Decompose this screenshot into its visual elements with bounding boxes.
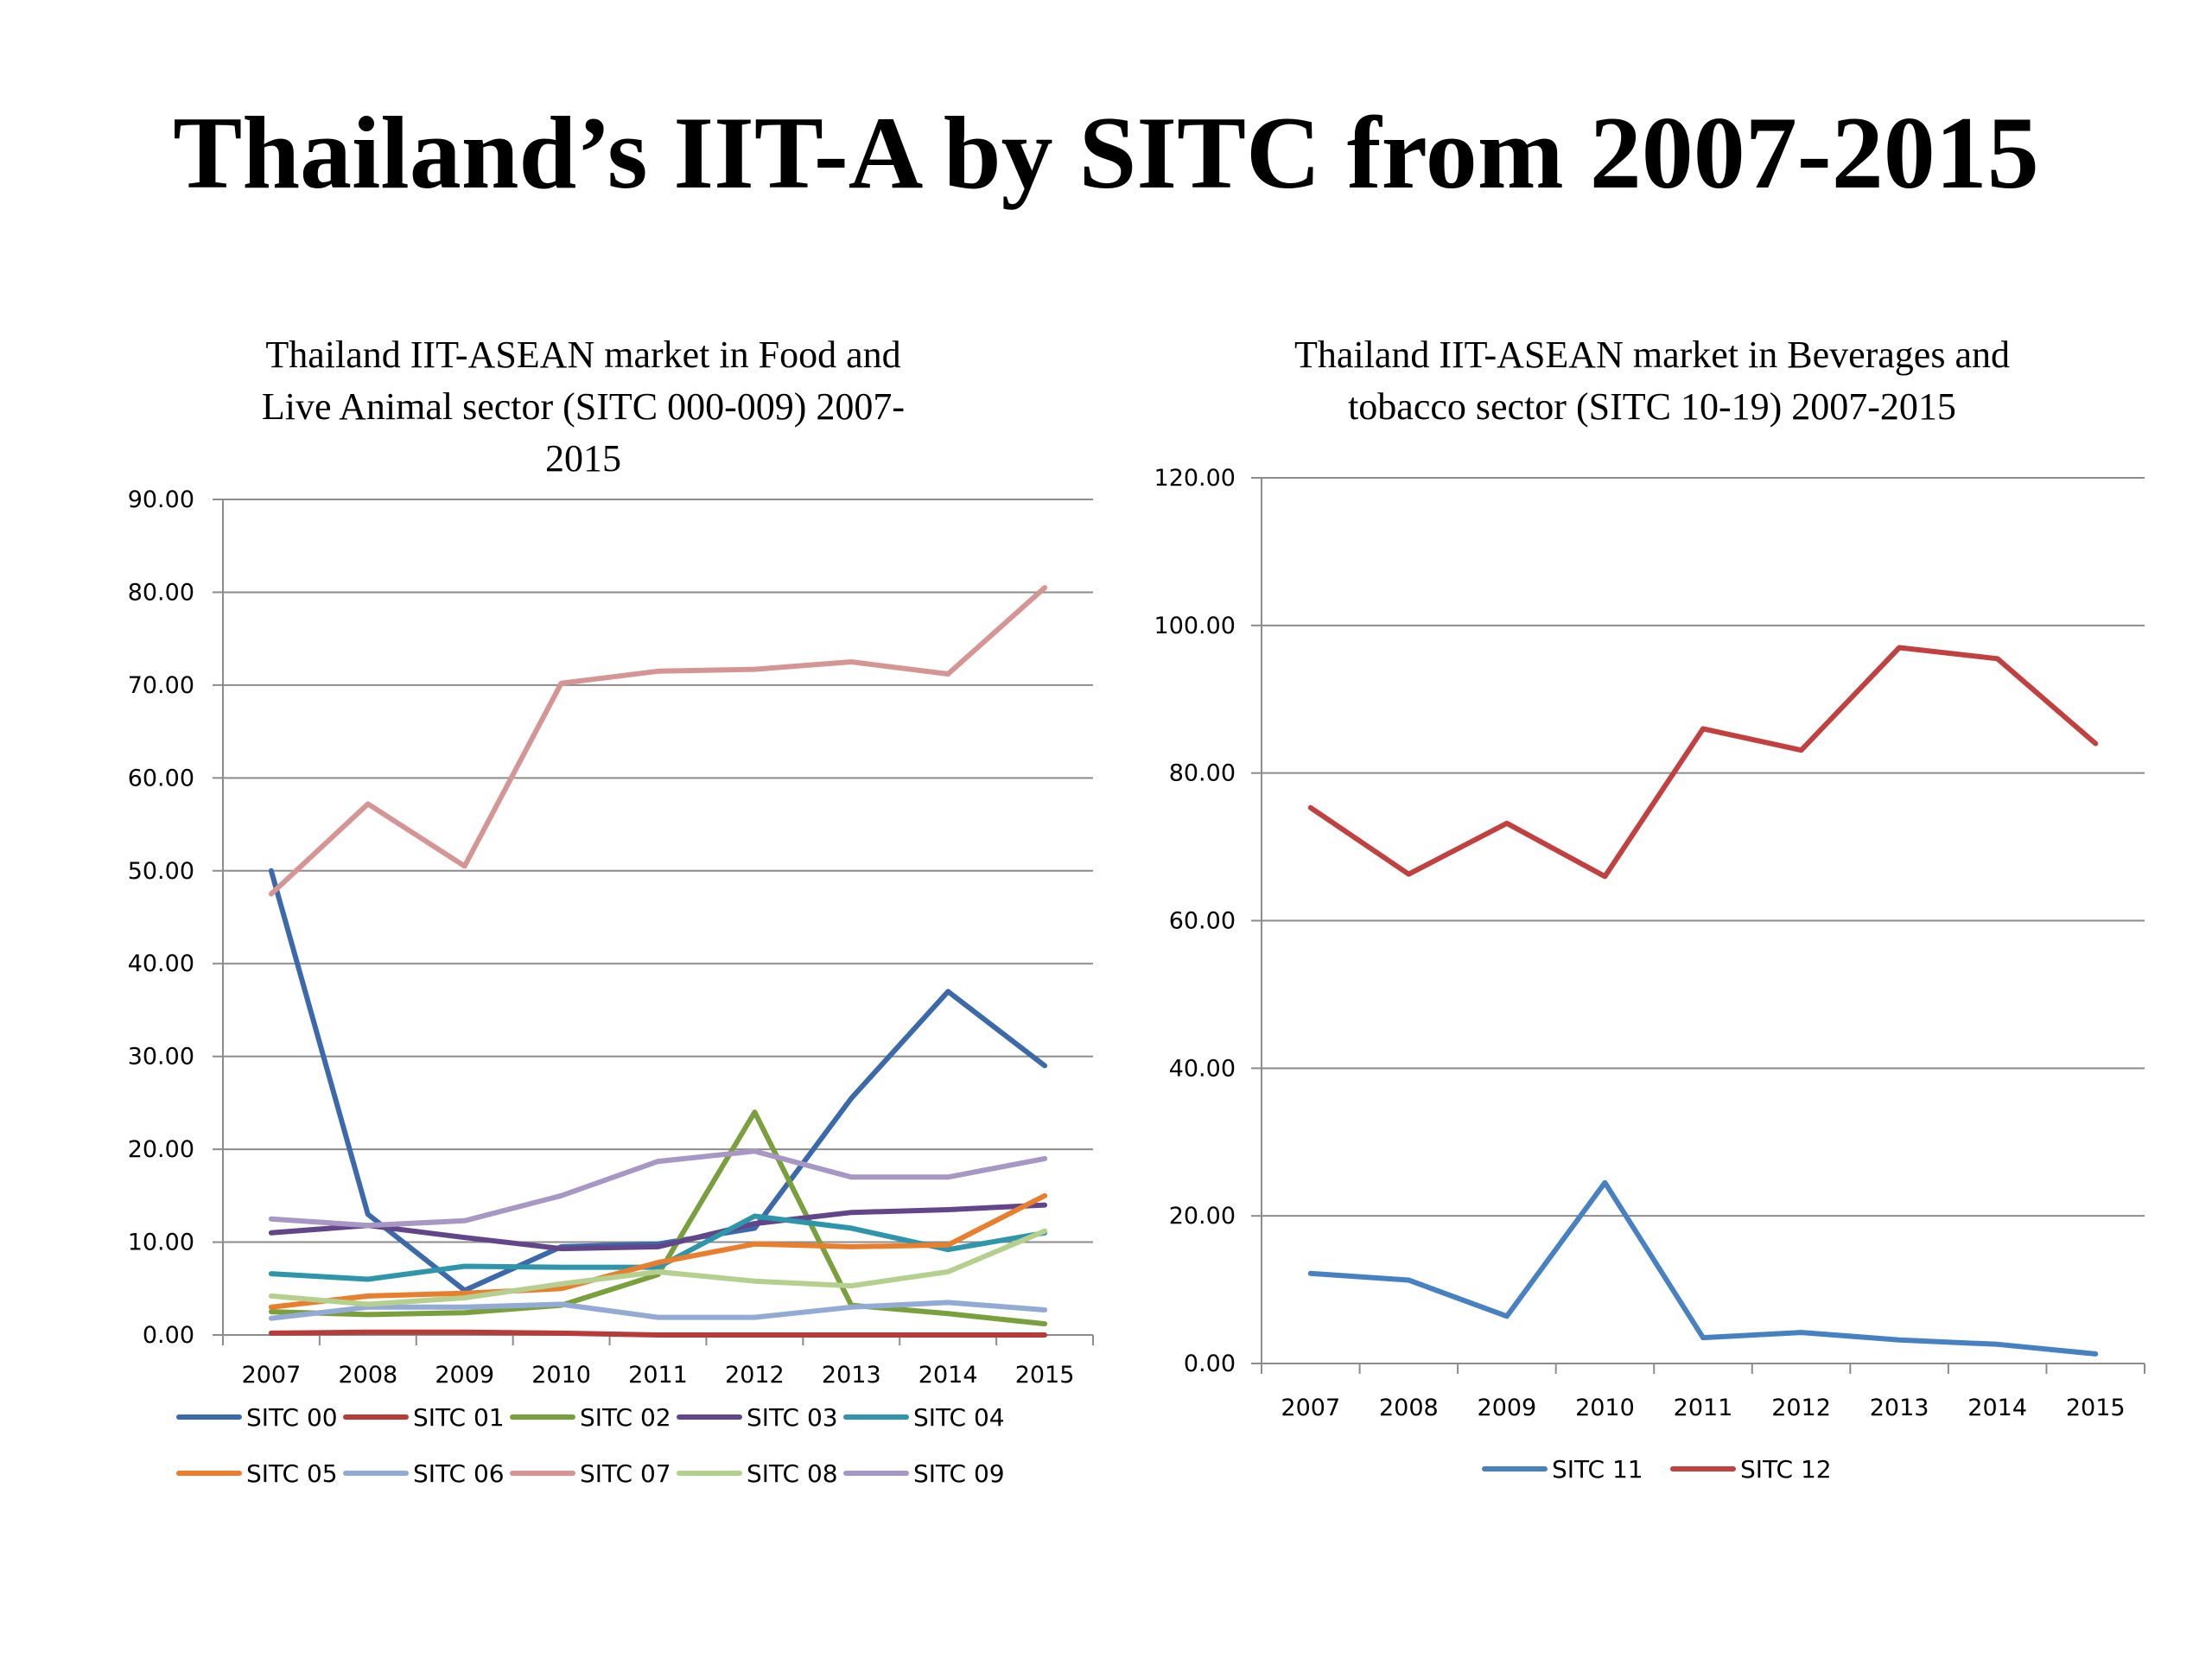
- series-line-sitc-01: [268, 1329, 1048, 1338]
- x-tick-label: 2009: [1478, 1395, 1537, 1421]
- series-line-sitc-07: [268, 585, 1048, 897]
- y-tick-label: 30.00: [128, 1044, 194, 1071]
- x-tick-label: 2008: [338, 1362, 397, 1389]
- x-tick-label: 2012: [725, 1362, 785, 1389]
- x-tick-label: 2015: [1015, 1362, 1075, 1389]
- series-line-sitc-06: [268, 1300, 1048, 1321]
- legend-label: SITC 06: [413, 1459, 505, 1488]
- y-tick-label: 20.00: [128, 1136, 194, 1163]
- legend-label: SITC 11: [1552, 1455, 1643, 1484]
- series-line-sitc-12: [1307, 645, 2099, 880]
- legend-label: SITC 08: [747, 1459, 838, 1488]
- x-tick-label: 2013: [822, 1362, 881, 1389]
- legend-label: SITC 02: [580, 1403, 671, 1432]
- series-line-sitc-11: [1307, 1179, 2099, 1357]
- legend-label: SITC 00: [246, 1403, 338, 1432]
- y-tick-label: 50.00: [128, 858, 194, 885]
- series-line-sitc-04: [268, 1213, 1048, 1282]
- x-tick-label: 2007: [1281, 1395, 1340, 1421]
- chart-title-line: tobacco sector (SITC 10-19) 2007-2015: [1348, 385, 1956, 428]
- chart-title-line: Thailand IIT-ASEAN market in Food and: [265, 334, 900, 376]
- y-tick-label: 60.00: [1169, 908, 1236, 935]
- series-line-sitc-05: [268, 1192, 1048, 1310]
- y-tick-label: 0.00: [1184, 1351, 1236, 1377]
- y-tick-label: 20.00: [1169, 1203, 1236, 1230]
- legend-label: SITC 04: [913, 1403, 1005, 1432]
- x-tick-label: 2009: [435, 1362, 494, 1389]
- beverages-tobacco-chart: Thailand IIT-ASEAN market in Beverages a…: [1154, 334, 2145, 1484]
- series-line-sitc-02: [268, 1109, 1048, 1327]
- y-tick-label: 60.00: [128, 765, 194, 791]
- y-tick-label: 100.00: [1154, 613, 1236, 639]
- x-tick-label: 2011: [628, 1362, 688, 1389]
- series-line-sitc-08: [268, 1228, 1048, 1307]
- legend-label: SITC 12: [1740, 1455, 1832, 1484]
- series-line-sitc-09: [268, 1148, 1048, 1229]
- x-tick-label: 2014: [1967, 1395, 2027, 1421]
- series-line-sitc-00: [268, 868, 1048, 1294]
- x-tick-label: 2010: [531, 1362, 591, 1389]
- chart-title-line: Live Animal sector (SITC 000-009) 2007-: [262, 385, 905, 428]
- y-tick-label: 70.00: [128, 672, 194, 699]
- y-tick-label: 0.00: [143, 1322, 194, 1349]
- y-tick-label: 80.00: [1169, 760, 1236, 787]
- y-tick-label: 80.00: [128, 579, 194, 606]
- x-tick-label: 2012: [1771, 1395, 1831, 1421]
- chart-title-line: 2015: [545, 437, 621, 480]
- chart-title-line: Thailand IIT-ASEAN market in Beverages a…: [1294, 334, 2010, 376]
- legend-label: SITC 03: [747, 1403, 838, 1432]
- legend-label: SITC 09: [913, 1459, 1005, 1488]
- slide-title: Thailand’s IIT-A by SITC from 2007-2015: [173, 95, 2039, 210]
- x-tick-label: 2008: [1379, 1395, 1439, 1421]
- x-tick-label: 2015: [2066, 1395, 2126, 1421]
- x-tick-label: 2010: [1575, 1395, 1635, 1421]
- y-tick-label: 40.00: [1169, 1055, 1236, 1082]
- series-line-sitc-03: [268, 1202, 1048, 1252]
- x-tick-label: 2011: [1674, 1395, 1733, 1421]
- food-live-animal-chart: Thailand IIT-ASEAN market in Food and Liv…: [128, 334, 1094, 1488]
- legend-label: SITC 05: [246, 1459, 338, 1488]
- legend-label: SITC 07: [580, 1459, 671, 1488]
- x-tick-label: 2007: [242, 1362, 302, 1389]
- y-tick-label: 10.00: [128, 1230, 194, 1256]
- x-tick-label: 2014: [918, 1362, 978, 1389]
- x-tick-label: 2013: [1870, 1395, 1929, 1421]
- y-tick-label: 40.00: [128, 950, 194, 977]
- legend-label: SITC 01: [413, 1403, 505, 1432]
- y-tick-label: 120.00: [1154, 465, 1236, 492]
- y-tick-label: 90.00: [128, 486, 194, 513]
